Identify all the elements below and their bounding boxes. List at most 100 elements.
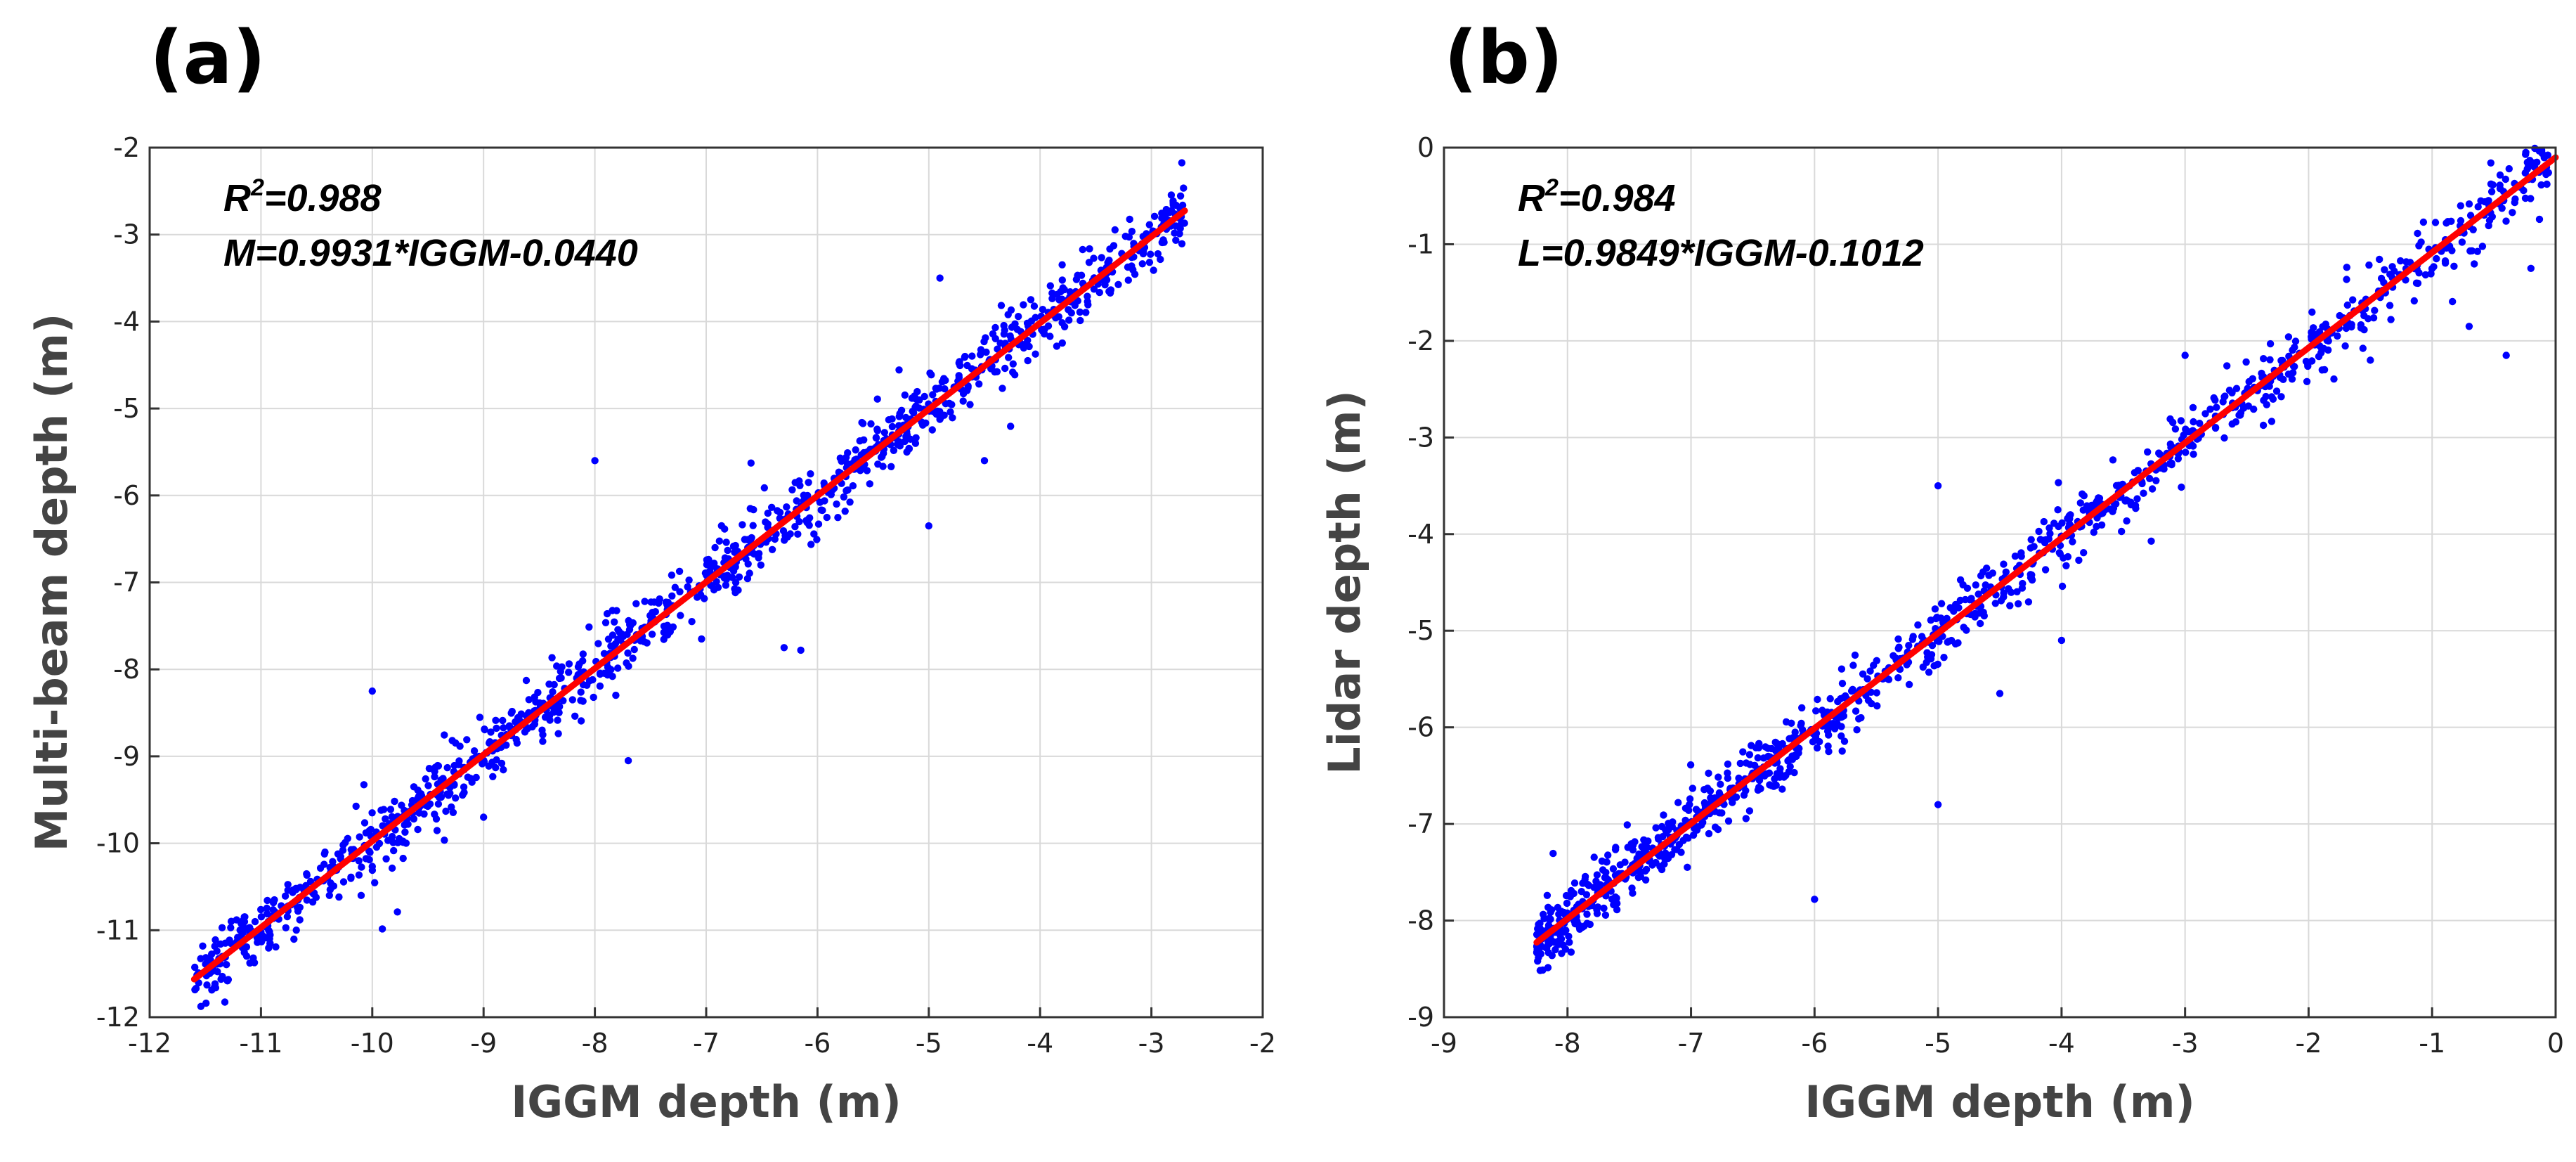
data-point [487,728,495,736]
data-point [1778,785,1786,793]
data-point [1570,879,1579,887]
data-point [1724,774,1731,782]
data-point [1673,846,1681,853]
data-point [1983,564,1991,572]
data-point [959,397,967,405]
data-point [531,693,538,701]
data-point [676,588,684,595]
data-point [2458,238,2466,246]
y-axis-label: Lidar depth (m) [1319,390,1370,775]
data-point [557,668,564,676]
data-point [589,676,597,684]
data-point [746,569,753,577]
data-point [1914,621,1922,629]
data-point [1788,719,1795,727]
regression-line [1533,154,2559,946]
data-point [1565,932,1573,941]
data-point [431,811,438,818]
data-point [701,595,708,602]
data-point [339,878,348,886]
x-tick-label: -9 [470,1028,497,1059]
x-tick-label: -7 [693,1028,720,1059]
data-point [610,641,618,650]
outlier-point [980,457,989,465]
data-point [2284,370,2293,378]
data-point [1648,861,1656,869]
outlier-point [2527,264,2535,273]
data-point [1797,719,1805,728]
data-point [1612,844,1620,851]
data-point [821,497,828,505]
data-point [320,860,328,868]
data-point [1547,915,1554,923]
x-tick-label: -3 [1138,1028,1165,1059]
x-tick-label: 0 [2547,1028,2564,1059]
x-tick-label: -3 [2172,1028,2199,1059]
data-point [961,354,969,361]
data-point [355,857,363,865]
data-point [1007,422,1015,430]
x-tick-label: -11 [239,1028,282,1059]
data-point [1909,633,1917,640]
data-point [1046,282,1055,290]
data-point [2505,164,2513,173]
data-point [379,822,386,829]
y-tick-label: -9 [113,741,140,772]
data-point [1873,689,1880,697]
data-point [1665,820,1672,827]
data-point [2266,356,2274,363]
outlier-point [2367,356,2374,364]
data-point [2359,344,2367,352]
data-point [1684,863,1691,872]
data-point [565,669,573,676]
data-point [1963,626,1970,634]
data-point [1126,215,1133,224]
data-point [698,635,705,643]
y-tick-label: -2 [113,132,140,163]
data-point [1830,724,1838,732]
data-point [420,810,428,818]
data-point [1836,714,1844,721]
data-point [1124,276,1133,284]
r-squared-annotation: R2=0.988 [223,174,382,219]
data-point [771,535,779,543]
data-point [887,463,895,470]
data-point [1717,780,1724,788]
data-point [1543,891,1552,900]
data-point [335,893,343,901]
data-point [794,530,802,538]
data-point [1128,228,1136,235]
data-point [1032,350,1039,358]
outlier-point [925,522,933,530]
data-point [2013,588,2021,595]
data-point [500,766,507,774]
data-point [1154,250,1162,258]
data-point [1866,667,1874,675]
data-point [629,654,637,662]
data-point [2349,296,2357,304]
data-point [1705,769,1712,777]
data-point [1586,920,1594,929]
data-point [2496,181,2504,189]
data-point [600,669,609,677]
data-point [344,834,351,843]
data-point [2473,247,2481,255]
outlier-point [368,687,376,695]
data-point [492,763,500,772]
data-point [807,541,815,548]
data-point [326,886,334,893]
data-point [1991,600,1999,607]
outlier-point [357,891,365,900]
data-point [2527,195,2535,202]
y-tick-label: 0 [1417,132,1434,163]
data-point [1711,823,1719,831]
chart-panel-a: -12 -11 -10 -9 -8 -7 -6 -5 -4 -3 -2 -12 -11 -10 -9 -8 -7… [26,15,1276,1128]
data-point [1812,707,1820,715]
data-point [2381,266,2388,273]
data-point [233,916,240,924]
data-point [2239,404,2248,412]
data-point [1859,670,1867,678]
data-point [2064,553,2072,561]
y-tick-label: -1 [1407,228,1434,259]
data-point [905,445,913,453]
